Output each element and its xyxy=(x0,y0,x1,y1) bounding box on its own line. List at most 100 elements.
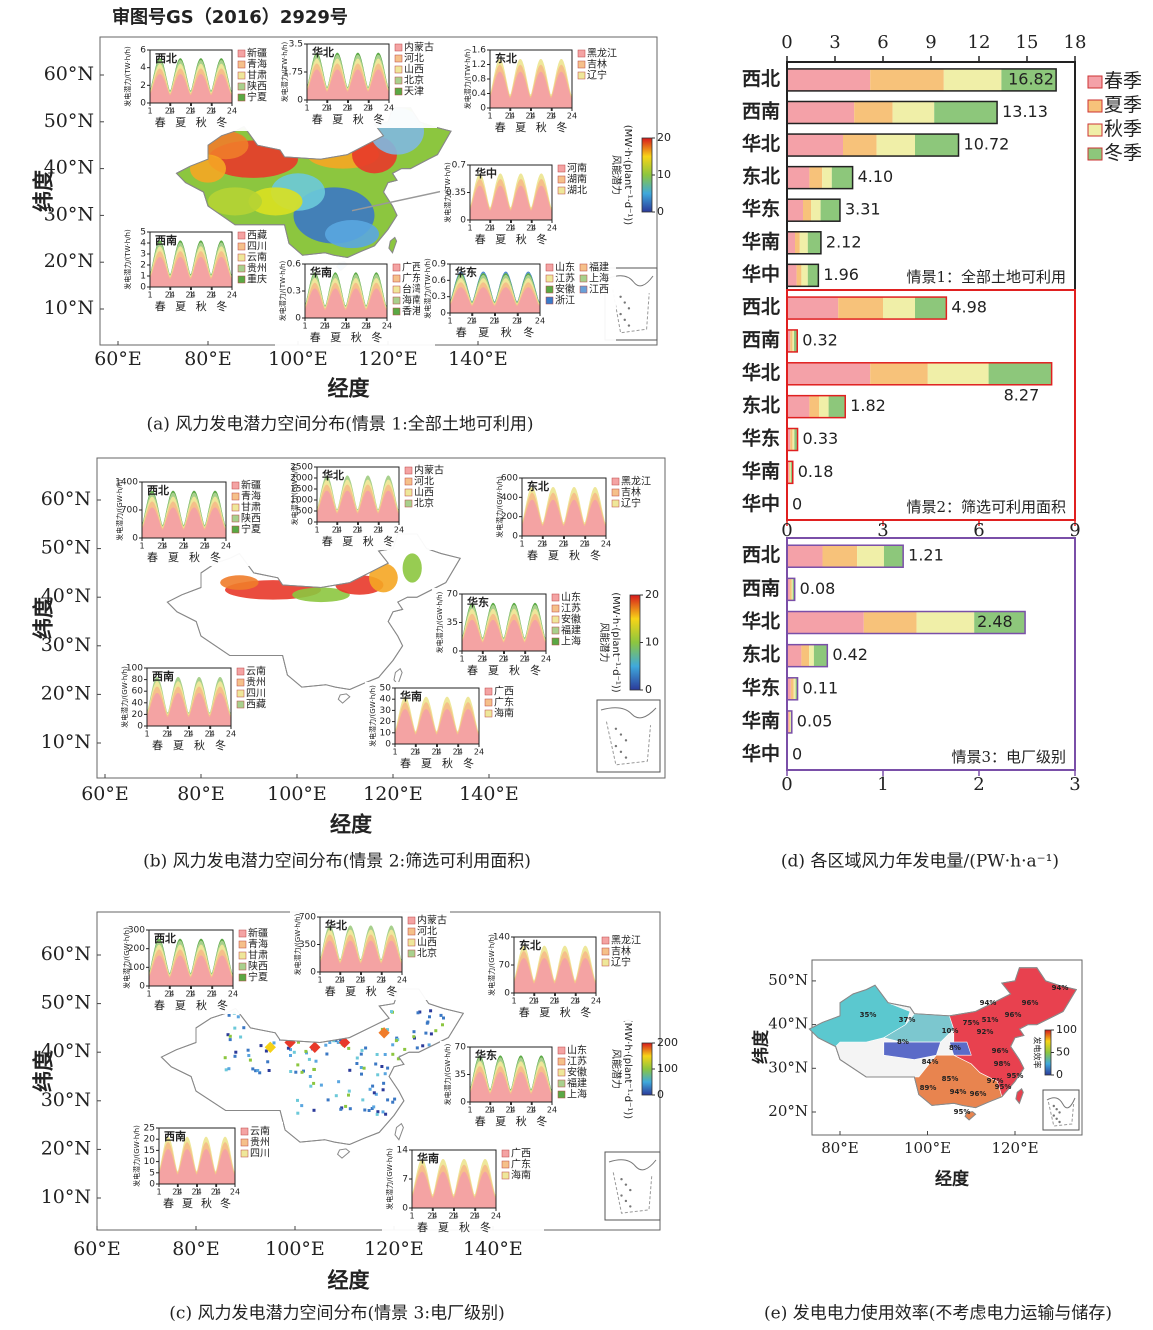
inset-season-label: 春 xyxy=(417,1221,428,1234)
region-label: 98% xyxy=(994,1060,1011,1068)
inset-season-label: 冬 xyxy=(463,756,474,770)
inset-island xyxy=(619,313,621,315)
region-label: 96% xyxy=(1005,1011,1022,1019)
category-label: 华北 xyxy=(742,361,780,384)
inset-y-tick-label: 4 xyxy=(140,239,146,249)
legend-label: 四川 xyxy=(250,1149,270,1160)
legend-swatch xyxy=(238,254,245,261)
category-label: 东北 xyxy=(742,165,780,188)
map-site xyxy=(315,1060,318,1063)
inset-season-label: 夏 xyxy=(495,233,506,246)
y-tick-label: 60°N xyxy=(41,488,91,510)
map-site xyxy=(413,1030,416,1033)
x-axis-label: 经度 xyxy=(935,1169,970,1190)
inset-season-label: 冬 xyxy=(590,548,601,562)
inset-x-tick-label: 1 xyxy=(168,291,173,300)
total-label: 16.82 xyxy=(1008,69,1054,88)
inset-x-tick-label: 24 xyxy=(226,730,236,739)
inset-y-tick-label: 70 xyxy=(455,1043,467,1053)
legend-label: 山东 xyxy=(561,591,581,604)
map-site xyxy=(384,1053,387,1056)
inset-x-tick-label: 1 xyxy=(304,104,309,113)
inset-x-tick-label: 24 xyxy=(230,1188,240,1197)
map-site xyxy=(386,1067,389,1070)
legend-label: 辽宁 xyxy=(611,956,631,969)
inset-x-tick-label: 1 xyxy=(459,655,464,664)
x-tick-label: 60°E xyxy=(73,1238,121,1260)
inset-x-tick-label: 1 xyxy=(335,526,340,535)
map-site xyxy=(380,1065,383,1068)
bar-segment xyxy=(797,264,802,286)
bar-segment xyxy=(789,711,790,733)
map-site xyxy=(363,1109,366,1112)
map-site xyxy=(296,1063,299,1066)
inset-y-tick-label: 0 xyxy=(139,982,145,992)
y-axis-label: 纬度 xyxy=(31,1050,56,1092)
region-label: 95% xyxy=(954,1108,971,1116)
inset-island xyxy=(625,1183,627,1185)
inset-season-label: 夏 xyxy=(173,739,184,752)
map-site xyxy=(391,1043,394,1046)
map-region xyxy=(325,220,379,248)
inset-x-tick-label: 1 xyxy=(467,224,472,233)
colorbar-label: 风能潜力 xyxy=(610,1049,623,1089)
legend-swatch xyxy=(558,1080,565,1087)
inset-x-tick-label: 1 xyxy=(470,317,475,326)
bar-segment xyxy=(883,297,915,319)
legend-label: 安徽 xyxy=(561,613,581,626)
y-axis-label: 纬度 xyxy=(31,170,56,212)
y-tick-label: 50°N xyxy=(41,537,91,559)
y-tick-label: 60°N xyxy=(41,943,91,965)
inset-y-tick-label: 10 xyxy=(380,728,392,738)
legend-label: 江西 xyxy=(589,284,609,296)
inset-title: 东北 xyxy=(495,51,517,65)
legend-swatch xyxy=(232,493,239,500)
legend-swatch xyxy=(1088,148,1102,160)
map-site xyxy=(228,1014,231,1017)
map-site xyxy=(308,1058,311,1061)
bar-segment xyxy=(787,264,797,286)
map-site xyxy=(368,1109,371,1112)
inset-season-label: 秋 xyxy=(351,330,362,344)
inset-season-label: 冬 xyxy=(480,1220,491,1234)
legend-swatch xyxy=(405,489,412,496)
inset-x-tick-label: 1 xyxy=(144,730,149,739)
legend-label: 内蒙古 xyxy=(417,914,447,927)
legend-swatch xyxy=(232,482,239,489)
inset-x-tick-label: 1 xyxy=(302,322,307,331)
x-tick-label: 100°E xyxy=(904,1139,951,1157)
legend-label: 陕西 xyxy=(241,512,261,525)
inset-x-tick-label: 1 xyxy=(530,224,535,233)
inset-x-tick-label: 1 xyxy=(139,542,144,551)
legend-label: 安徽 xyxy=(555,283,575,296)
colorbar-tick-label: 0 xyxy=(657,205,664,218)
inset-y-tick-label: 80 xyxy=(132,675,144,685)
panel-caption: (b) 风力发电潜力空间分布(情景 2:筛选可利用面积) xyxy=(143,852,531,872)
legend-swatch xyxy=(502,1150,509,1157)
inset-x-tick-label: 1 xyxy=(550,112,555,121)
legend-label: 辽宁 xyxy=(587,69,607,82)
inset-x-tick-label: 1 xyxy=(509,224,514,233)
inset-y-tick-label: 0.6 xyxy=(287,260,302,270)
inset-x-tick-label: 1 xyxy=(541,540,546,549)
inset-x-tick-label: 1 xyxy=(195,1188,200,1197)
x-tick-label: 60°E xyxy=(81,783,129,805)
bar-segment xyxy=(934,101,997,123)
legend-swatch xyxy=(502,1172,509,1179)
region-label: 97% xyxy=(987,1077,1004,1085)
bar-segment xyxy=(915,134,959,156)
inset-season-label: 秋 xyxy=(194,738,205,752)
map-site xyxy=(339,1108,342,1111)
inset-x-tick-label: 1 xyxy=(532,997,537,1006)
y-tick-label: 20°N xyxy=(41,682,91,704)
inset-y-tick-label: 1.6 xyxy=(472,46,487,56)
inset-x-tick-label: 1 xyxy=(529,112,534,121)
map-site xyxy=(390,1010,393,1013)
legend-label: 春季 xyxy=(1104,70,1142,92)
legend-swatch xyxy=(580,264,587,271)
legend-swatch xyxy=(241,1128,248,1135)
inset-x-tick-label: 1 xyxy=(189,291,194,300)
y-tick-label: 10°N xyxy=(41,731,91,753)
bar-segment xyxy=(870,363,928,385)
colorbar-label: 风能潜力 xyxy=(610,155,623,195)
